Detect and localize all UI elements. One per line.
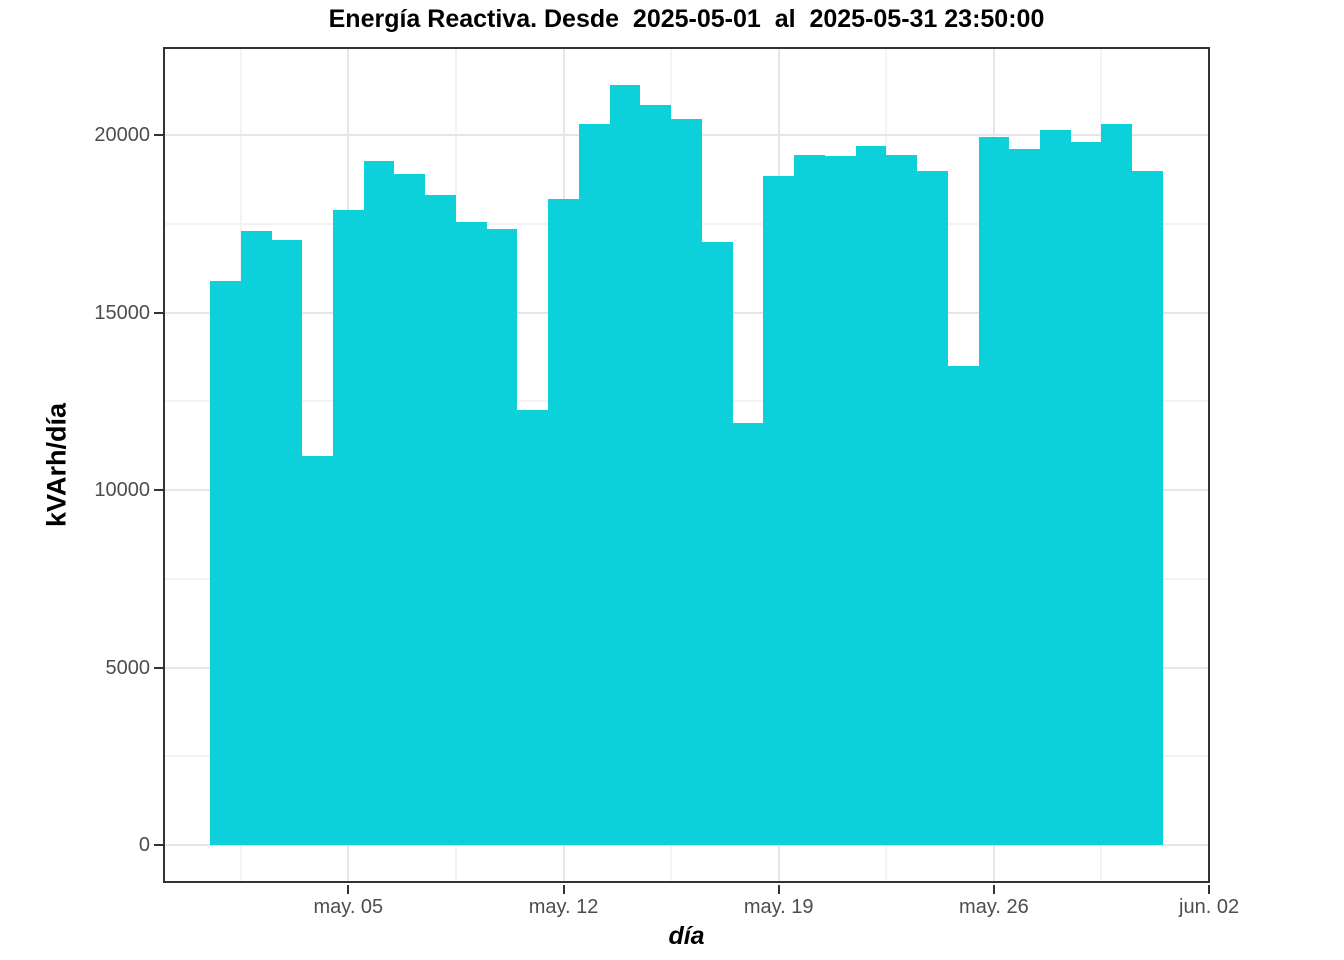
bar: [486, 229, 518, 846]
bar: [1040, 129, 1071, 845]
y-tick-label: 0: [138, 834, 150, 857]
bar: [794, 154, 825, 845]
bar: [210, 280, 241, 845]
x-tick-mark: [992, 885, 995, 894]
bar: [978, 136, 1010, 845]
bar: [640, 104, 672, 845]
x-tick-mark: [1208, 885, 1211, 894]
bar: [917, 170, 948, 845]
y-tick-mark: [154, 134, 163, 137]
chart-title: Energía Reactiva. Desde 2025-05-01 al 20…: [328, 5, 1045, 33]
bar: [240, 230, 272, 845]
y-tick-label: 5000: [105, 656, 151, 679]
bar: [363, 160, 395, 845]
bar: [855, 146, 887, 845]
x-tick-label: may. 05: [313, 896, 384, 918]
bar: [1101, 124, 1133, 845]
y-tick-mark: [154, 311, 163, 314]
x-tick-label: may. 26: [959, 896, 1029, 918]
bar: [886, 154, 918, 845]
x-tick-label: jun. 02: [1179, 896, 1240, 918]
x-tick-label: may. 19: [743, 896, 814, 918]
bar: [271, 239, 303, 845]
bar: [455, 222, 487, 845]
bar: [763, 175, 795, 845]
y-tick-label: 20000: [94, 124, 150, 147]
x-tick-mark: [347, 885, 350, 894]
bar: [1070, 142, 1102, 845]
bar: [824, 155, 856, 845]
bar: [394, 174, 426, 845]
bar: [517, 410, 549, 845]
bar: [1009, 149, 1040, 845]
bar: [947, 365, 979, 845]
plot-panel: [163, 47, 1210, 883]
y-tick-mark: [154, 666, 163, 669]
y-axis-title: kVArh/día: [41, 402, 72, 528]
gridline-major-h: [163, 844, 1210, 847]
bar: [578, 124, 610, 845]
y-tick-mark: [154, 489, 163, 492]
bar: [1132, 170, 1163, 845]
bar: [701, 241, 733, 845]
bar: [671, 119, 702, 846]
x-tick-mark: [777, 885, 780, 894]
gridline-major-v: [1208, 47, 1210, 883]
bar: [548, 198, 579, 845]
x-axis-title: día: [668, 922, 705, 950]
x-tick-mark: [562, 885, 565, 894]
bar: [609, 85, 641, 845]
y-tick-mark: [154, 844, 163, 847]
y-tick-label: 10000: [94, 479, 150, 502]
y-tick-label: 15000: [94, 301, 150, 324]
bar: [302, 456, 333, 845]
bar: [732, 423, 764, 845]
x-tick-label: may. 12: [528, 896, 599, 918]
bar: [425, 195, 456, 845]
bar: [332, 209, 364, 845]
